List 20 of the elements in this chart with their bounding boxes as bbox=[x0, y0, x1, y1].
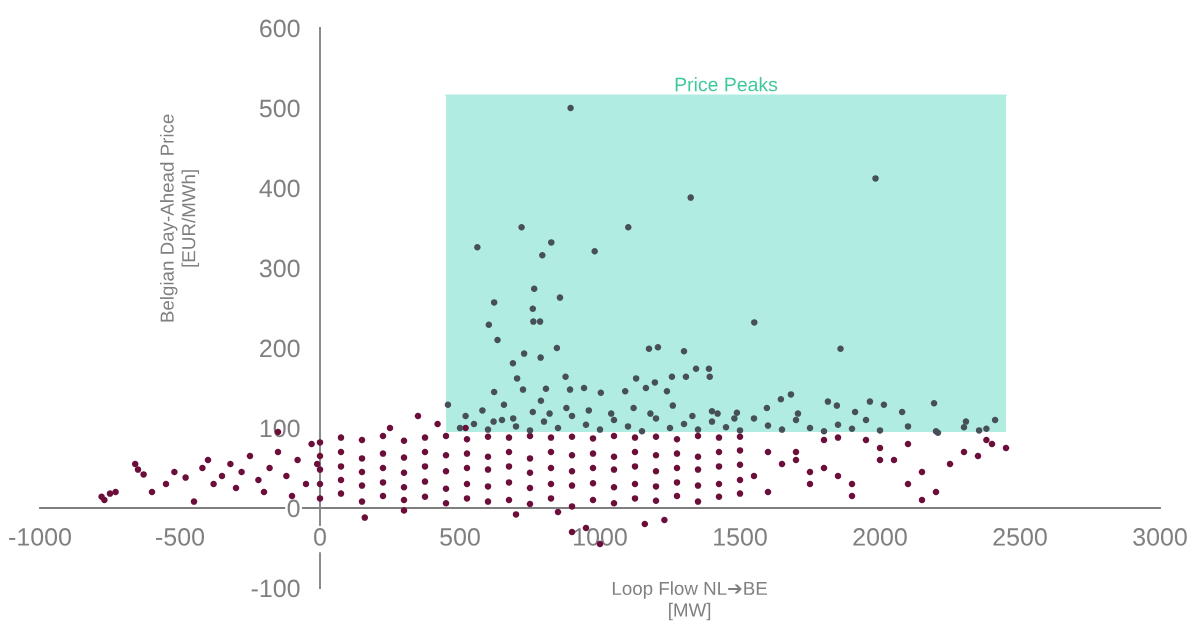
y-axis-title: Belgian Day-Ahead Price [EUR/MWh] bbox=[160, 114, 200, 322]
series-label: Price Peaks bbox=[675, 77, 778, 92]
x-tick-label: 500 bbox=[440, 528, 480, 546]
x-axis-title: Loop Flow NL➔BE [MW] bbox=[612, 581, 767, 621]
y-tick-label: 500 bbox=[259, 99, 300, 118]
x-tick-label: 2000 bbox=[853, 528, 907, 546]
y-tick-label: 400 bbox=[259, 179, 300, 198]
x-tick-label: -500 bbox=[156, 528, 205, 546]
x-tick-label: 2500 bbox=[993, 528, 1047, 546]
x-tick-label: 0 bbox=[314, 528, 326, 546]
y-tick-label: 200 bbox=[260, 339, 300, 358]
x-tick-label: 1500 bbox=[714, 528, 767, 546]
y-tick-label: 100 bbox=[260, 419, 300, 438]
y-tick-label: 600 bbox=[260, 19, 300, 38]
y-tick-label: -100 bbox=[251, 579, 300, 598]
y-tick-label: 0 bbox=[287, 499, 300, 518]
y-tick-label: 300 bbox=[259, 259, 300, 278]
x-tick-label: 1000 bbox=[574, 528, 627, 546]
x-tick-label: 3000 bbox=[1133, 528, 1187, 546]
x-tick-label: -1000 bbox=[9, 528, 71, 546]
